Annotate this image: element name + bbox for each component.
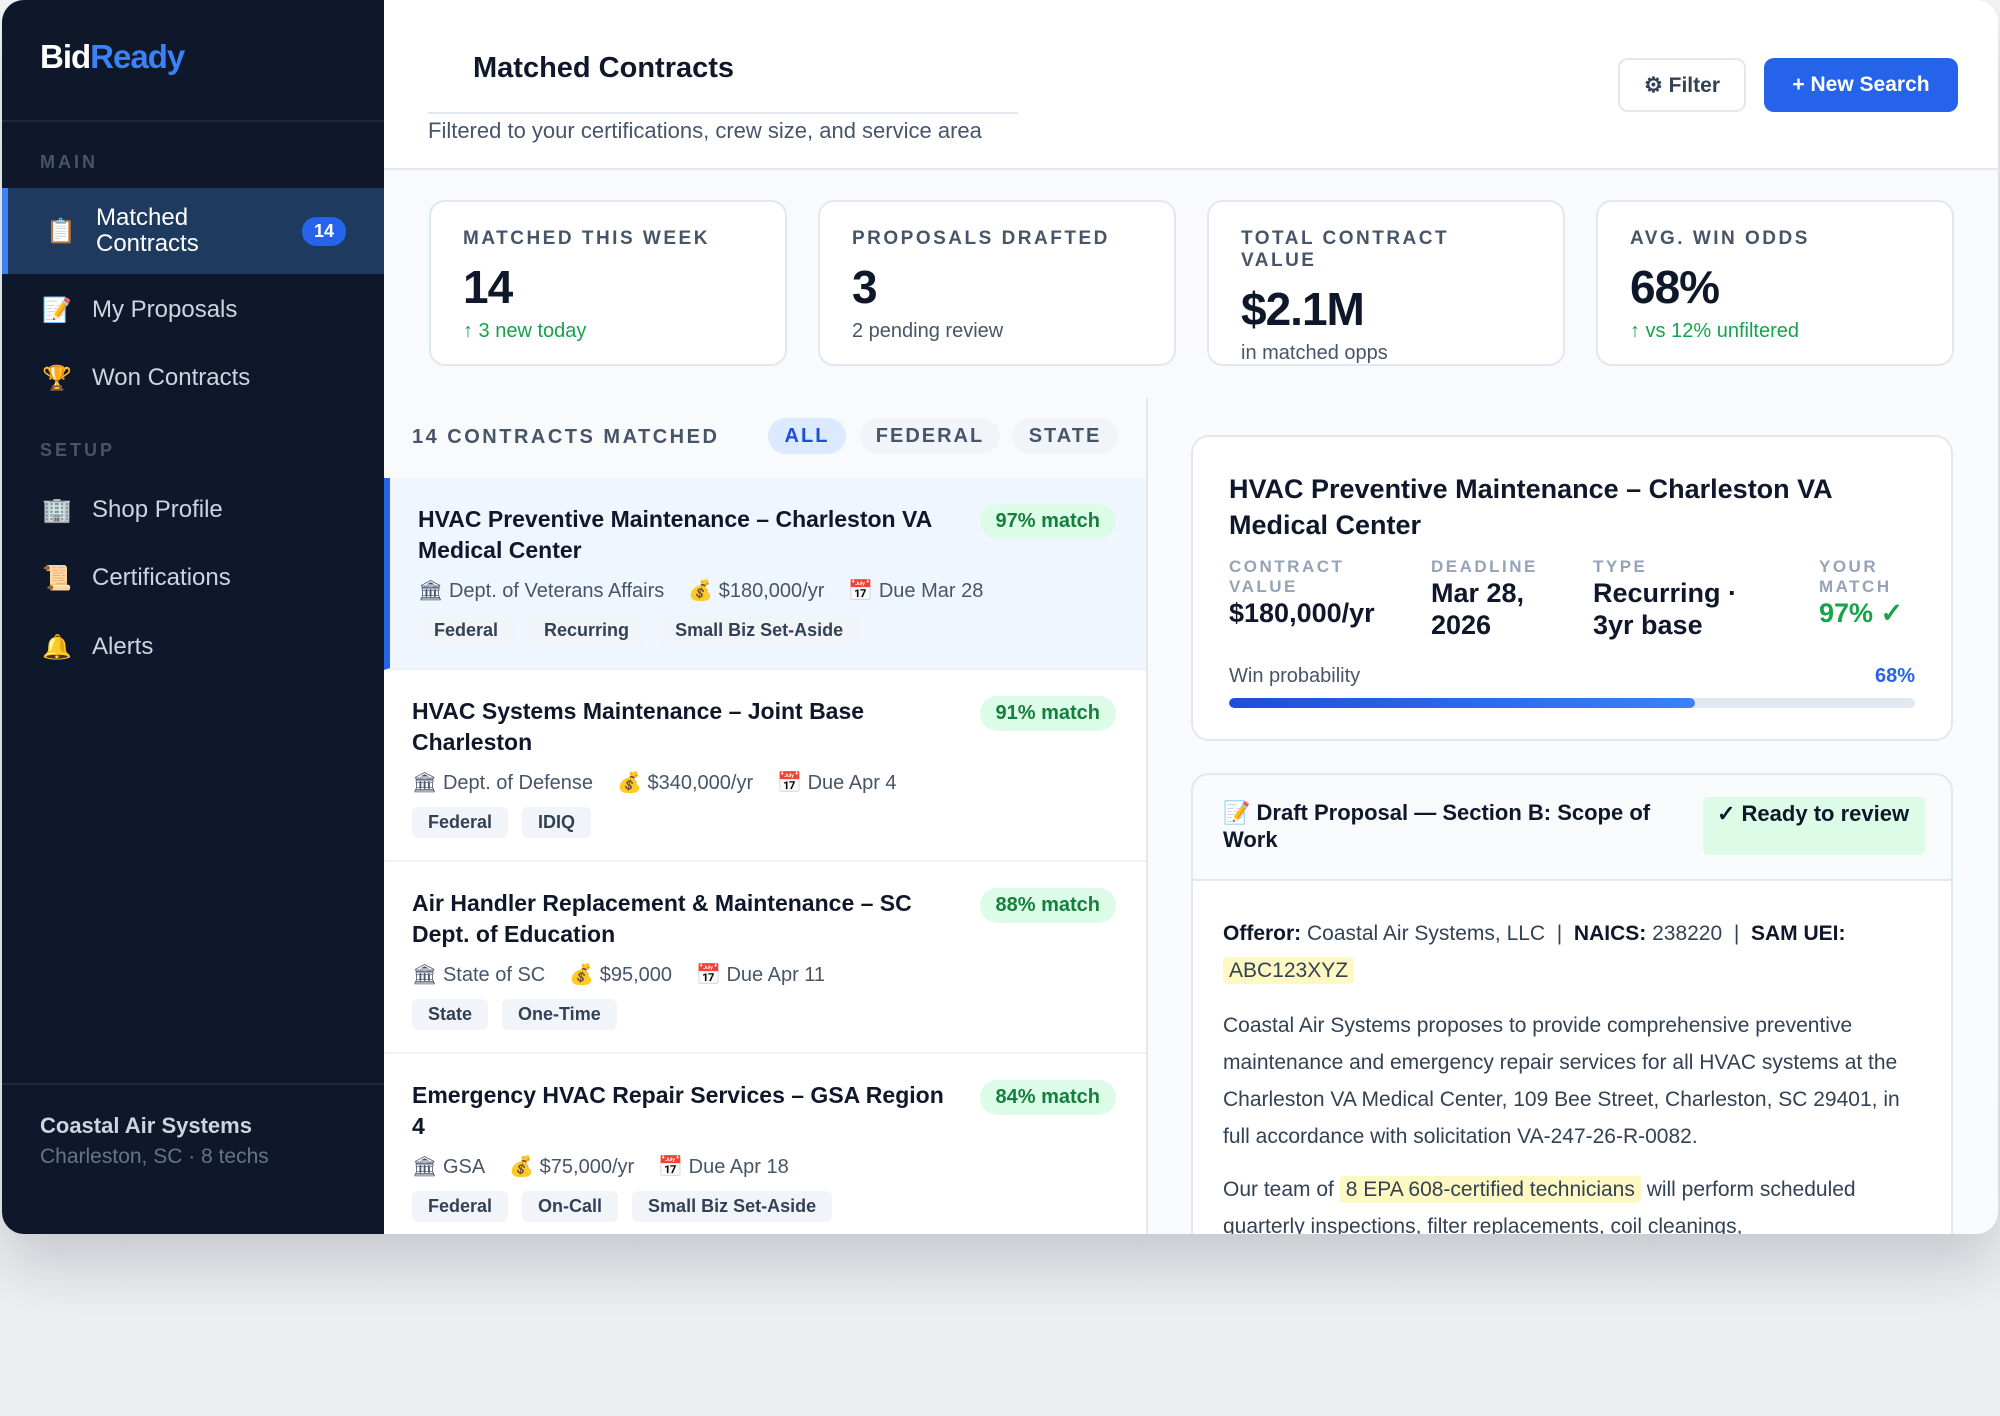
draft-proposal-card: 📝 Draft Proposal — Section B: Scope of W… — [1191, 773, 1953, 1234]
tag: Federal — [412, 807, 509, 838]
tag: Recurring — [528, 615, 646, 646]
agency: 🏛 Dept. of Defense — [412, 772, 594, 794]
page-title: Matched Contracts — [473, 52, 735, 84]
value: 💰 $340,000/yr — [617, 772, 754, 794]
sidebar-item-won-contracts[interactable]: 🏆 Won Contracts — [42, 364, 251, 392]
agency: 🏛 Dept. of Veterans Affairs — [418, 580, 665, 602]
list-item[interactable]: HVAC Systems Maintenance – Joint Base Ch… — [384, 670, 1146, 862]
agency: 🏛 State of SC — [412, 964, 546, 986]
list-item[interactable]: Emergency HVAC Repair Services – GSA Reg… — [384, 1054, 1146, 1234]
value: 💰 $95,000 — [569, 964, 672, 986]
memo-icon: 📝 — [42, 296, 72, 324]
match-badge: 97% match — [979, 504, 1116, 539]
tab-all[interactable]: ALL — [768, 418, 846, 454]
sidebar-item-certifications[interactable]: 📜 Certifications — [42, 564, 231, 592]
list-item[interactable]: HVAC Preventive Maintenance – Charleston… — [384, 478, 1146, 670]
sidebar: BidReady MAIN 📋 Matched Contracts 14 📝 My… — [2, 0, 384, 1234]
detail-title: HVAC Preventive Maintenance – Charleston… — [1229, 474, 1832, 540]
value: 💰 $180,000/yr — [688, 580, 825, 602]
page-subtitle: Filtered to your certifications, crew si… — [428, 118, 982, 143]
contract-detail-card: HVAC Preventive Maintenance – Charleston… — [1191, 435, 1953, 741]
list-header: 14 CONTRACTS MATCHED — [412, 426, 720, 448]
match-badge: 88% match — [979, 888, 1116, 923]
due-date: 📅 Due Mar 28 — [848, 580, 984, 602]
tag: Small Biz Set-Aside — [659, 615, 860, 646]
tab-state[interactable]: STATE — [1012, 418, 1118, 454]
stat-card-value: TOTAL CONTRACT VALUE $2.1M in matched opps — [1207, 200, 1565, 366]
tab-federal[interactable]: FEDERAL — [860, 418, 1000, 454]
proposal-title: 📝 Draft Proposal — Section B: Scope of W… — [1223, 800, 1651, 852]
app-window: BidReady MAIN 📋 Matched Contracts 14 📝 My… — [2, 0, 1998, 1234]
stat-card-proposals: PROPOSALS DRAFTED 3 2 pending review — [818, 200, 1176, 366]
new-search-button[interactable]: + New Search — [1764, 58, 1958, 112]
value: 💰 $75,000/yr — [509, 1156, 635, 1178]
count-badge: 14 — [301, 216, 346, 246]
clipboard-icon: 📋 — [46, 217, 76, 245]
due-date: 📅 Due Apr 4 — [777, 772, 897, 794]
sidebar-item-shop-profile[interactable]: 🏢 Shop Profile — [42, 496, 223, 524]
sidebar-item-alerts[interactable]: 🔔 Alerts — [42, 633, 154, 661]
scroll-icon: 📜 — [42, 564, 72, 592]
tag: One-Time — [502, 999, 617, 1030]
due-date: 📅 Due Apr 18 — [658, 1156, 789, 1178]
tag: Federal — [412, 1191, 509, 1222]
account-footer[interactable]: Coastal Air Systems Charleston, SC · 8 t… — [2, 1083, 384, 1197]
sidebar-item-matched-contracts[interactable]: 📋 Matched Contracts 14 — [2, 188, 384, 274]
tag: IDIQ — [522, 807, 592, 838]
stat-card-win-odds: AVG. WIN ODDS 68% ↑ vs 12% unfiltered — [1596, 200, 1954, 366]
tag: Small Biz Set-Aside — [632, 1191, 833, 1222]
proposal-body[interactable]: Offeror: Coastal Air Systems, LLC | NAIC… — [1223, 922, 1900, 1234]
logo[interactable]: BidReady — [40, 38, 185, 75]
win-probability-fill — [1229, 698, 1696, 708]
agency: 🏛 GSA — [412, 1156, 486, 1178]
tag: Federal — [418, 615, 515, 646]
win-probability-bar — [1229, 698, 1915, 708]
building-icon: 🏢 — [42, 496, 72, 524]
match-badge: 84% match — [979, 1080, 1116, 1115]
divider — [428, 112, 1018, 114]
bell-icon: 🔔 — [42, 633, 72, 661]
section-label-setup: SETUP — [40, 440, 116, 460]
divider — [2, 120, 384, 122]
main-content: Matched Contracts Filtered to your certi… — [384, 0, 1998, 1234]
tag: State — [412, 999, 489, 1030]
status-badge: ✓ Ready to review — [1703, 797, 1925, 855]
section-label-main: MAIN — [40, 152, 98, 172]
sidebar-item-my-proposals[interactable]: 📝 My Proposals — [42, 296, 238, 324]
match-score: 97% ✓ — [1819, 598, 1904, 628]
highlight: ABC123XYZ — [1223, 957, 1355, 984]
contract-list: 14 CONTRACTS MATCHED ALL FEDERAL STATE H… — [384, 398, 1148, 1234]
stat-card-matched: MATCHED THIS WEEK 14 ↑ 3 new today — [429, 200, 787, 366]
filter-button[interactable]: ⚙ Filter — [1618, 58, 1746, 112]
list-item[interactable]: Air Handler Replacement & Maintenance – … — [384, 862, 1146, 1054]
tag: On-Call — [522, 1191, 619, 1222]
trophy-icon: 🏆 — [42, 364, 72, 392]
match-badge: 91% match — [979, 696, 1116, 731]
highlight: 8 EPA 608-certified technicians — [1339, 1176, 1641, 1203]
due-date: 📅 Due Apr 11 — [696, 964, 826, 986]
page-header: Matched Contracts Filtered to your certi… — [384, 0, 1998, 170]
